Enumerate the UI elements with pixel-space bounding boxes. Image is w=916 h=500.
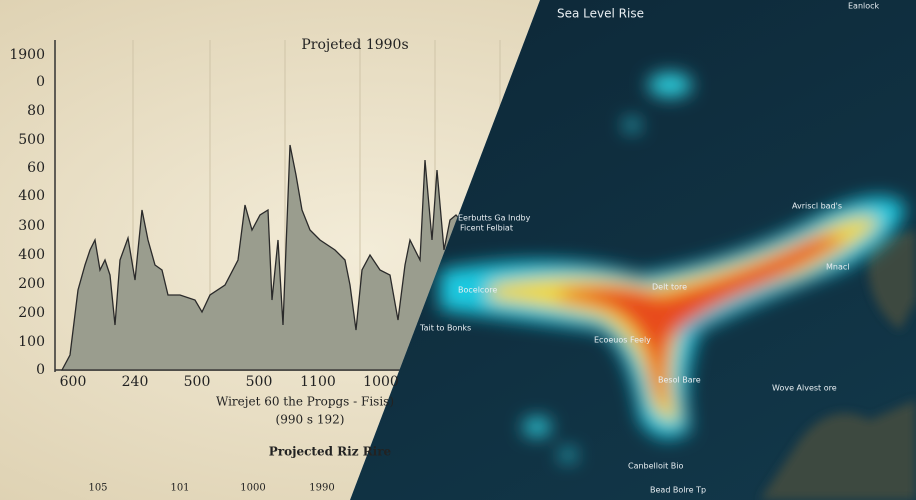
x-tick-label: 600 bbox=[60, 374, 87, 390]
y-tick-label: 300 bbox=[18, 218, 45, 234]
map-title: Sea Level Rise bbox=[557, 7, 644, 21]
map-label: Besol Bare bbox=[658, 376, 701, 385]
y-tick-label: 0 bbox=[36, 74, 45, 90]
map-label: Wove Alvest ore bbox=[772, 384, 837, 393]
y-tick-label: 400 bbox=[18, 247, 45, 263]
map-label: Bead Bolre Tp bbox=[650, 486, 706, 495]
x-tick-label: 1100 bbox=[300, 374, 336, 390]
map-label: Bocelcore bbox=[458, 286, 497, 295]
x-tick-label: 500 bbox=[184, 374, 211, 390]
map-label: Delt tore bbox=[652, 283, 687, 292]
map-label: Eerbutts Ga Indby bbox=[458, 214, 531, 223]
y-tick-label: 80 bbox=[27, 103, 45, 119]
y-tick-label: 1900 bbox=[9, 47, 45, 63]
caption: Wirejet 60 the Propgs - Fisis) bbox=[216, 395, 394, 409]
y-tick-label: 0 bbox=[36, 362, 45, 378]
map-label: Ficent Felbiat bbox=[460, 224, 513, 233]
footer-label: 101 bbox=[170, 483, 189, 494]
map-label: Canbelloit Bio bbox=[628, 462, 684, 471]
x-tick-label: 500 bbox=[246, 374, 273, 390]
x-tick-label: 240 bbox=[122, 374, 149, 390]
map-label: Mnacl bbox=[826, 263, 850, 272]
map-label: Tait to Bonks bbox=[419, 324, 471, 333]
footer-label: 1000 bbox=[240, 483, 265, 494]
map-label: Ecoeuos Feely bbox=[594, 336, 651, 345]
footer-label: 1990 bbox=[309, 483, 334, 494]
map-label: Avriscl bad's bbox=[792, 202, 842, 211]
y-tick-label: 200 bbox=[18, 305, 45, 321]
y-tick-label: 400 bbox=[18, 188, 45, 204]
map-label: Eanlock bbox=[848, 2, 880, 11]
x-tick-label: 1000 bbox=[363, 374, 399, 390]
footer-label: 105 bbox=[88, 483, 107, 494]
subtitle: Projected Riz Rire bbox=[269, 445, 392, 459]
y-tick-label: 100 bbox=[18, 334, 45, 350]
y-tick-label: 500 bbox=[18, 132, 45, 148]
chart-title: Projeted 1990s bbox=[301, 37, 408, 53]
y-tick-label: 200 bbox=[18, 276, 45, 292]
y-tick-label: 60 bbox=[27, 160, 45, 176]
caption: (990 s 192) bbox=[276, 413, 345, 427]
